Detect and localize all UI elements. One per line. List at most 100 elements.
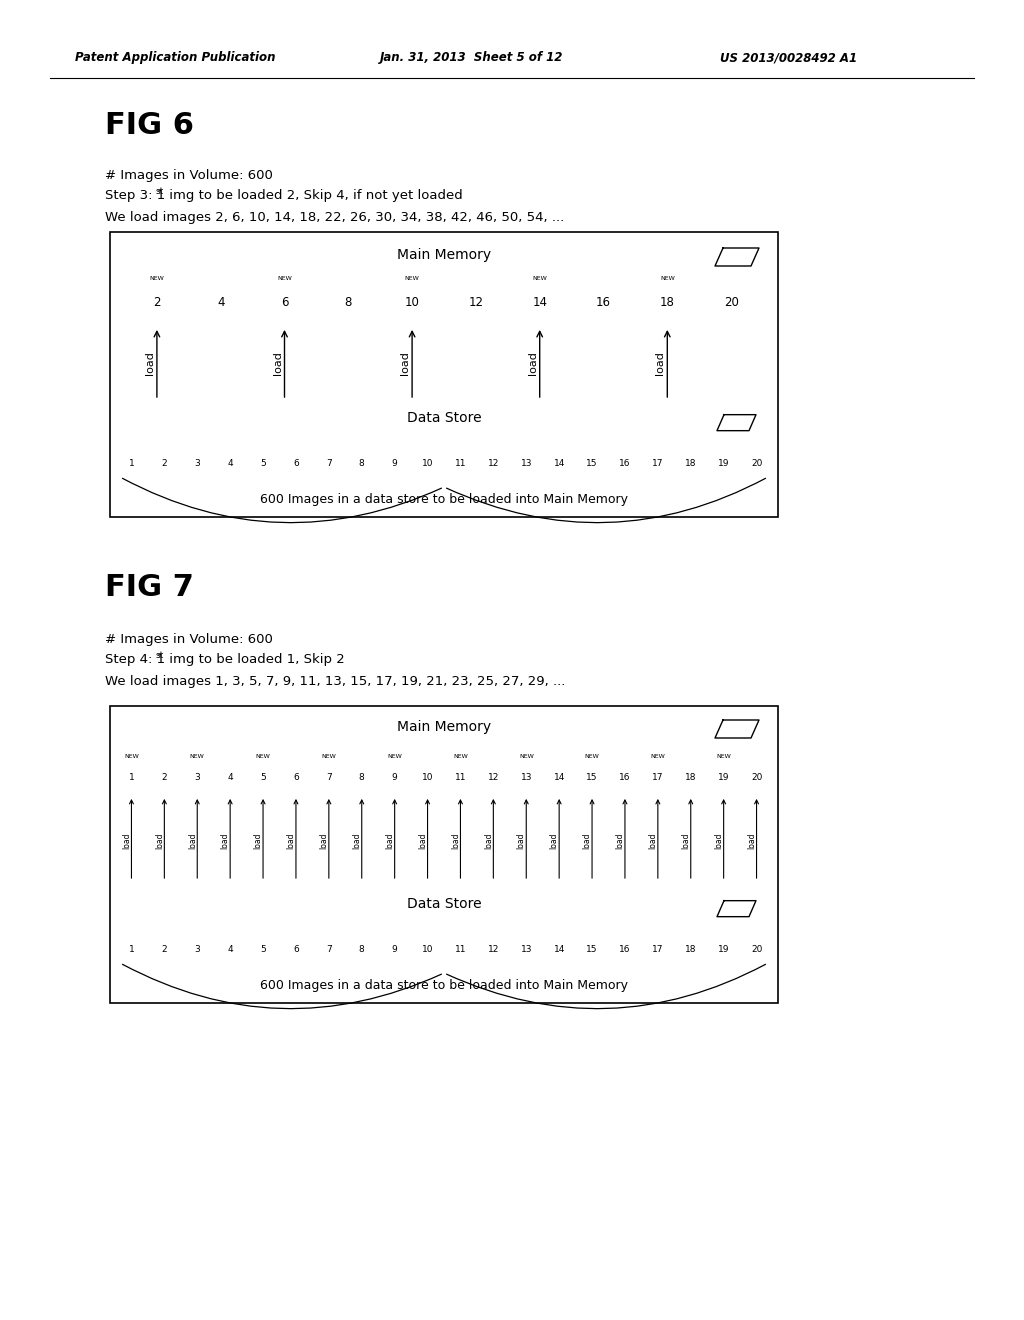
Bar	[122, 751, 141, 763]
Text: 20: 20	[724, 296, 738, 309]
Text: 4: 4	[217, 296, 224, 309]
Text: 8: 8	[358, 774, 365, 783]
Text: FIG 7: FIG 7	[105, 573, 194, 602]
Text: # Images in Volume: 600: # Images in Volume: 600	[105, 169, 272, 181]
Text: 3: 3	[195, 945, 200, 953]
Bar	[148, 766, 180, 791]
Bar	[609, 766, 641, 791]
Bar	[675, 937, 707, 961]
Text: 16: 16	[620, 945, 631, 953]
Bar	[516, 751, 537, 763]
Bar	[395, 286, 429, 317]
Text: 15: 15	[587, 774, 598, 783]
Text: 16: 16	[596, 296, 611, 309]
Text: load: load	[583, 833, 592, 849]
Text: 8: 8	[358, 458, 365, 467]
Text: img to be loaded 2, Skip 4, if not yet loaded: img to be loaded 2, Skip 4, if not yet l…	[165, 190, 463, 202]
Bar	[477, 937, 509, 961]
Bar	[247, 937, 279, 961]
Text: 5: 5	[260, 945, 266, 953]
Text: US 2013/0028492 A1: US 2013/0028492 A1	[720, 51, 857, 65]
Text: 7: 7	[326, 774, 332, 783]
Text: img to be loaded 1, Skip 2: img to be loaded 1, Skip 2	[165, 653, 345, 667]
Text: 20: 20	[751, 458, 762, 467]
Bar	[346, 766, 378, 791]
Text: 19: 19	[718, 458, 729, 467]
Text: load: load	[352, 833, 361, 849]
Text: load: load	[155, 833, 164, 849]
Text: 2: 2	[162, 458, 167, 467]
Text: NEW: NEW	[659, 276, 675, 281]
Text: NEW: NEW	[124, 755, 139, 759]
Bar	[115, 886, 773, 961]
Bar	[267, 286, 301, 317]
Text: load: load	[517, 833, 525, 849]
Text: 18: 18	[685, 774, 696, 783]
Bar	[116, 766, 147, 791]
Bar	[214, 766, 246, 791]
Text: 2: 2	[162, 945, 167, 953]
Bar	[740, 766, 772, 791]
Bar	[412, 451, 443, 475]
Text: 10: 10	[422, 945, 433, 953]
Bar	[204, 286, 238, 317]
Text: st: st	[156, 652, 164, 660]
Text: 12: 12	[468, 296, 483, 309]
Text: 1: 1	[129, 774, 134, 783]
Text: 12: 12	[487, 458, 499, 467]
Bar	[444, 451, 476, 475]
Text: 9: 9	[392, 774, 397, 783]
Bar	[379, 937, 411, 961]
Text: load: load	[385, 833, 394, 849]
Text: load: load	[484, 833, 493, 849]
Bar	[110, 706, 778, 1003]
Bar	[708, 937, 739, 961]
Text: 14: 14	[553, 458, 565, 467]
Bar	[543, 451, 575, 475]
Bar	[253, 751, 273, 763]
Bar	[510, 451, 542, 475]
Bar	[379, 451, 411, 475]
Bar	[648, 751, 668, 763]
Text: # Images in Volume: 600: # Images in Volume: 600	[105, 632, 272, 645]
Bar	[451, 751, 470, 763]
Bar	[587, 286, 621, 317]
Text: We load images 1, 3, 5, 7, 9, 11, 13, 15, 17, 19, 21, 23, 25, 27, 29, ...: We load images 1, 3, 5, 7, 9, 11, 13, 15…	[105, 675, 565, 688]
Text: 18: 18	[685, 945, 696, 953]
Text: 11: 11	[455, 774, 466, 783]
Text: load: load	[655, 351, 666, 375]
Text: load: load	[220, 833, 229, 849]
Text: 8: 8	[358, 945, 365, 953]
Bar	[510, 766, 542, 791]
Text: load: load	[527, 351, 538, 375]
Bar	[181, 937, 213, 961]
Bar	[656, 272, 678, 285]
Text: load: load	[748, 833, 756, 849]
Text: 1: 1	[129, 945, 134, 953]
Bar	[116, 451, 147, 475]
Text: 1: 1	[129, 458, 134, 467]
Text: Data Store: Data Store	[407, 898, 481, 911]
Text: 19: 19	[718, 774, 729, 783]
Text: 6: 6	[293, 774, 299, 783]
Text: 14: 14	[553, 945, 565, 953]
Text: 5: 5	[260, 774, 266, 783]
Text: 17: 17	[652, 458, 664, 467]
Text: NEW: NEW	[585, 755, 599, 759]
Text: NEW: NEW	[150, 276, 164, 281]
Bar	[247, 451, 279, 475]
Bar	[280, 937, 312, 961]
Text: Main Memory: Main Memory	[397, 719, 492, 734]
Bar	[740, 937, 772, 961]
Text: NEW: NEW	[716, 755, 731, 759]
Bar	[247, 766, 279, 791]
Bar	[187, 751, 207, 763]
Text: 8: 8	[345, 296, 352, 309]
Text: load: load	[319, 833, 329, 849]
Text: NEW: NEW	[532, 276, 547, 281]
Bar	[477, 766, 509, 791]
Text: 12: 12	[487, 945, 499, 953]
Bar	[280, 766, 312, 791]
Bar	[115, 400, 773, 475]
Bar	[714, 751, 733, 763]
